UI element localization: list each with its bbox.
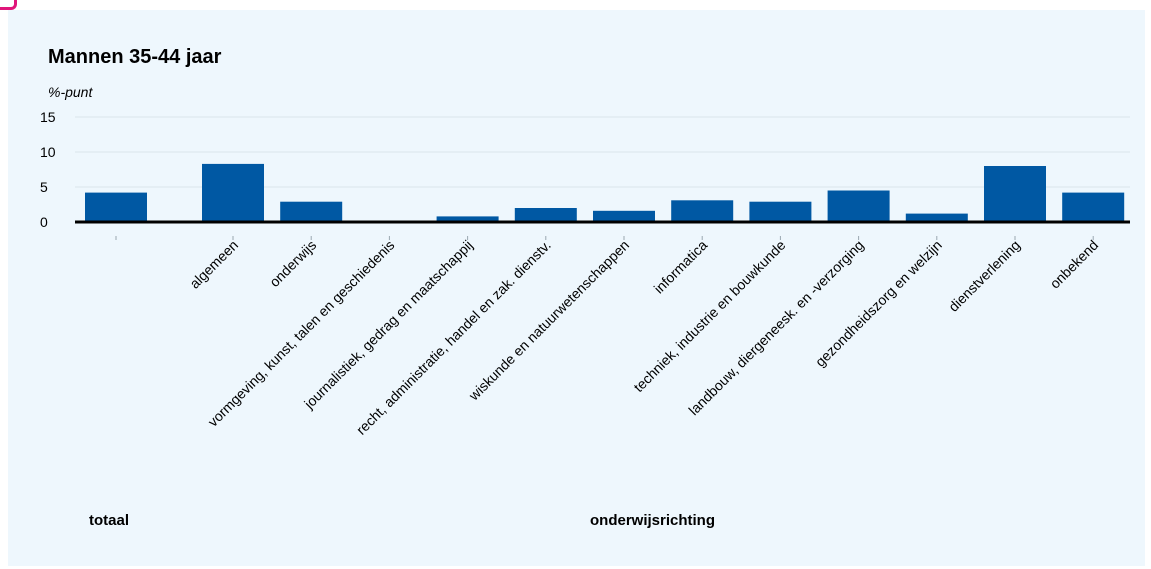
x-axis-ticks: [115, 236, 1094, 240]
x-tick-label: informatica: [651, 237, 711, 297]
chart-panel: Mannen 35-44 jaar %-punt: [8, 10, 1145, 566]
group-label-onderwijsrichting: onderwijsrichting: [590, 512, 716, 529]
y-tick-label: 0: [40, 214, 48, 230]
corner-accent-mark: [0, 0, 17, 10]
y-tick-label: 5: [40, 179, 48, 195]
x-tick-label: dienstverlening: [945, 237, 1023, 315]
bar: [85, 192, 147, 222]
y-tick-label: 15: [40, 109, 56, 125]
bar: [514, 208, 577, 222]
x-tick-label: journalistiek, gedrag en maatschappij: [300, 237, 475, 412]
chart-title: Mannen 35-44 jaar: [48, 46, 222, 68]
x-tick-label: gezondheidszorg en welzijn: [812, 237, 945, 370]
x-tick-label: wiskunde en natuurwetenschappen: [465, 237, 632, 404]
bar: [827, 190, 890, 222]
bar: [1062, 192, 1125, 222]
bar: [671, 200, 734, 222]
bar: [984, 166, 1046, 222]
bar: [749, 201, 812, 222]
y-axis-unit-label: %-punt: [48, 84, 93, 100]
bar: [280, 201, 343, 222]
bars: [75, 163, 1130, 224]
bar: [202, 163, 264, 222]
group-label-totaal: totaal: [89, 512, 130, 529]
x-tick-label: onbekend: [1047, 237, 1102, 292]
x-tick-label: algemeen: [186, 237, 241, 292]
x-tick-label: landbouw, diergeneesk. en -verzorging: [685, 237, 866, 418]
x-tick-label: onderwijs: [266, 237, 319, 290]
x-tick-label: techniek, industrie en bouwkunde: [630, 237, 788, 395]
bar: [436, 216, 499, 222]
bar: [593, 210, 655, 222]
bar: [905, 213, 968, 222]
y-axis-ticks: 0 5 10 15: [40, 109, 56, 230]
y-tick-label: 10: [40, 144, 56, 160]
